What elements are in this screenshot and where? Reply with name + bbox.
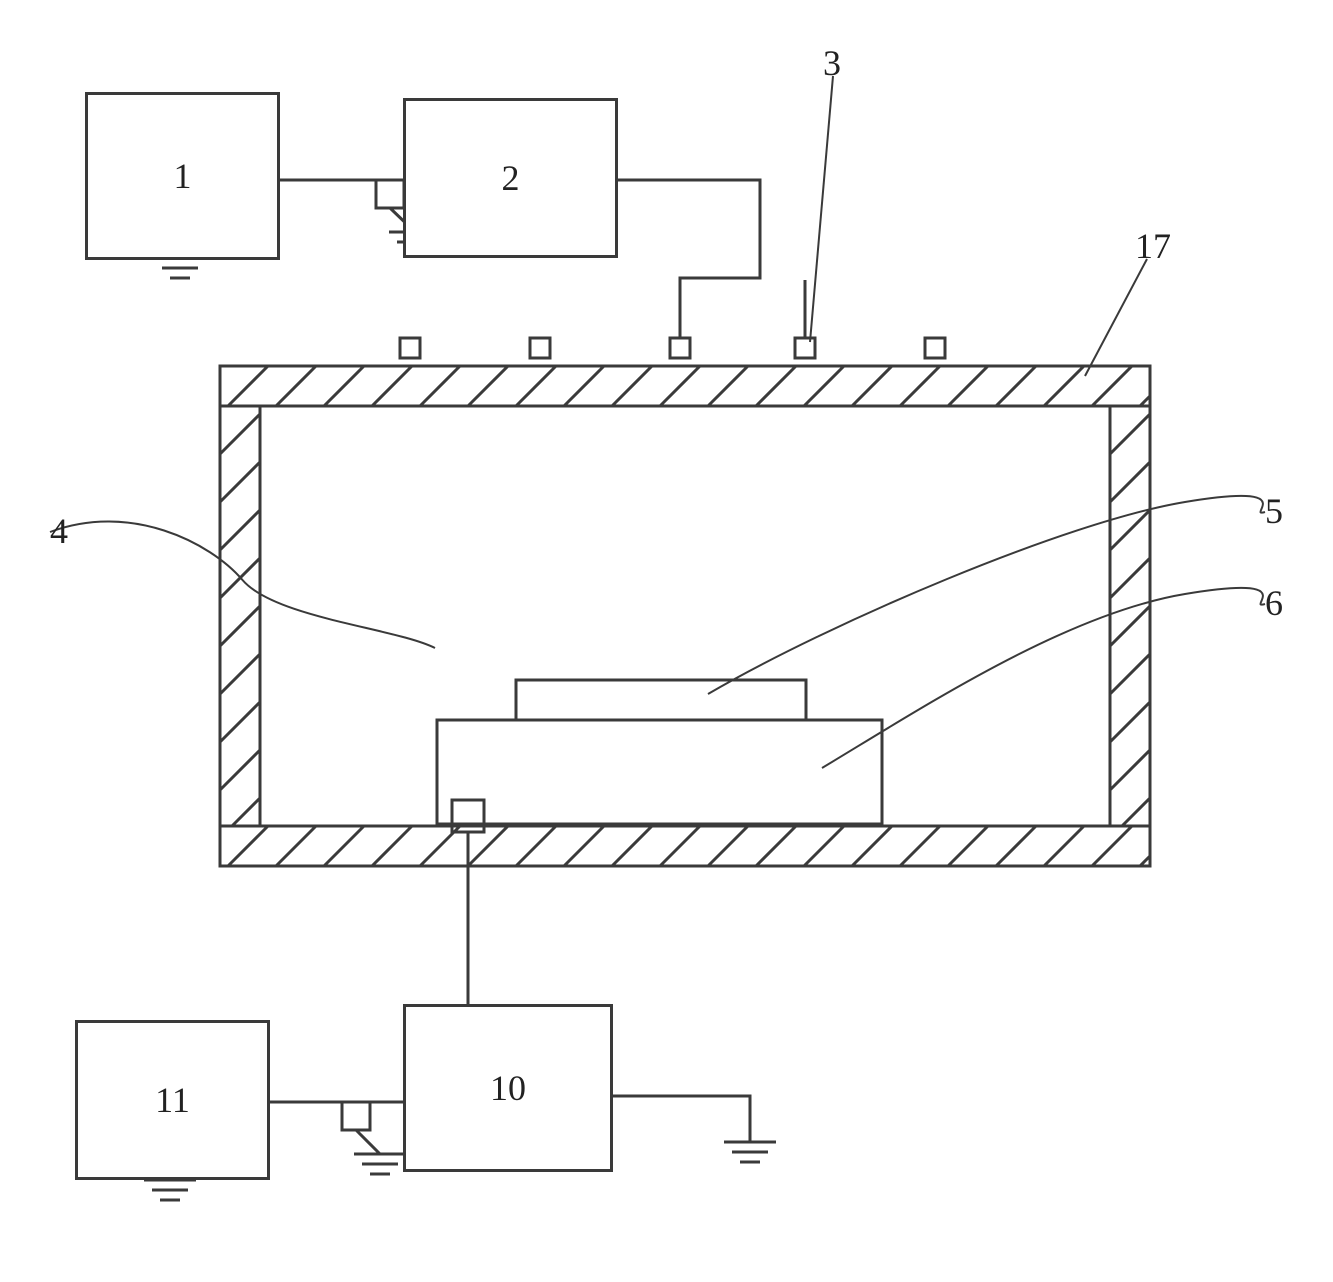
block-2: 2 (403, 98, 618, 258)
block-1: 1 (85, 92, 280, 260)
callout-6-label: 6 (1265, 582, 1283, 624)
callout-4-label: 4 (50, 510, 68, 552)
callout-3-label: 3 (823, 42, 841, 84)
callout-17-label: 17 (1135, 225, 1171, 267)
callout-5-label: 5 (1265, 490, 1283, 532)
schematic-diagram: 1 2 11 10 3 17 4 5 6 (20, 20, 1313, 1242)
block-11-label: 11 (155, 1079, 190, 1121)
block-10-label: 10 (490, 1067, 526, 1109)
block-10: 10 (403, 1004, 613, 1172)
block-1-label: 1 (174, 155, 192, 197)
block-2-label: 2 (502, 157, 520, 199)
block-11: 11 (75, 1020, 270, 1180)
